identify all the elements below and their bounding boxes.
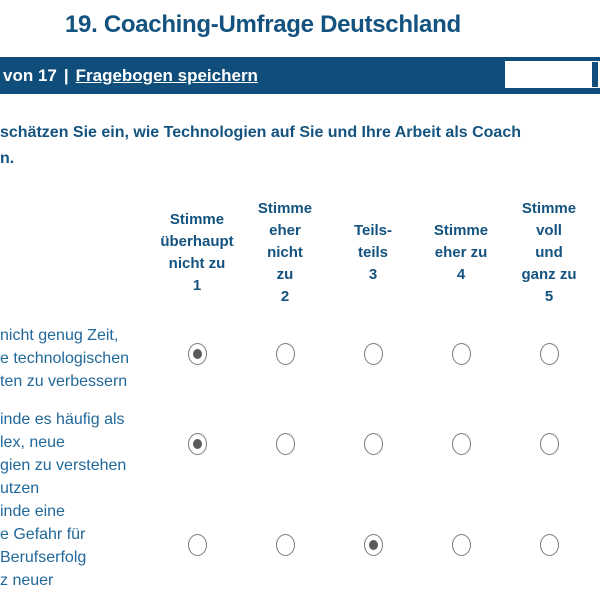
radio-cell-row1-col1 — [153, 310, 241, 398]
radio-row3-col5[interactable] — [539, 534, 559, 556]
page-title: 19. Coaching-Umfrage Deutschland — [65, 11, 461, 38]
radio-row1-col3[interactable] — [363, 343, 383, 365]
radio-row2-col4[interactable] — [451, 433, 471, 455]
radio-cell-row3-col1 — [153, 490, 241, 600]
row-label-1: nicht genug Zeit, e technologischen ten … — [0, 327, 129, 390]
radio-row2-col1-selected[interactable] — [187, 433, 207, 455]
scale-header-3: Teils- teils 3 — [353, 221, 393, 283]
radio-cell-row1-col4 — [417, 310, 505, 398]
likert-matrix: Stimme überhaupt nicht zu 1 Stimme eher n… — [0, 195, 600, 600]
radio-cell-row1-col3 — [329, 310, 417, 398]
save-questionnaire-link[interactable]: Fragebogen speichern — [75, 65, 258, 85]
radio-cell-row3-col3 — [329, 490, 417, 600]
page-progress: von 17 — [3, 65, 57, 85]
scale-header-2: Stimme eher nicht zu 2 — [257, 199, 313, 305]
radio-cell-row2-col2 — [241, 398, 329, 490]
radio-selected-dot — [368, 540, 378, 550]
navbar-button-fragment[interactable] — [592, 62, 598, 87]
radio-row3-col1[interactable] — [187, 534, 207, 556]
radio-selected-dot — [192, 349, 202, 359]
radio-row3-col2[interactable] — [275, 534, 295, 556]
radio-row1-col4[interactable] — [451, 343, 471, 365]
radio-cell-row2-col1 — [153, 398, 241, 490]
navbar: von 17 | Fragebogen speichern — [0, 57, 600, 94]
radio-cell-row1-col2 — [241, 310, 329, 398]
radio-row2-col3[interactable] — [363, 433, 383, 455]
radio-cell-row2-col4 — [417, 398, 505, 490]
row-label-3: inde eine e Gefahr für Berufserfolg z ne… — [0, 503, 87, 589]
navbar-separator: | — [63, 65, 69, 85]
radio-row3-col4[interactable] — [451, 534, 471, 556]
scale-header-4: Stimme eher zu 4 — [433, 221, 489, 283]
radio-row1-col2[interactable] — [275, 343, 295, 365]
radio-row3-col3-selected[interactable] — [363, 534, 383, 556]
radio-row1-col5[interactable] — [539, 343, 559, 365]
radio-cell-row1-col5 — [505, 310, 593, 398]
radio-cell-row2-col3 — [329, 398, 417, 490]
row-label-2: inde es häufig als lex, neue gien zu ver… — [0, 411, 127, 497]
navbar-input[interactable] — [505, 61, 600, 88]
question-text: schätzen Sie ein, wie Technologien auf S… — [0, 124, 521, 167]
radio-cell-row2-col5 — [505, 398, 593, 490]
scale-header-5: Stimme voll und ganz zu 5 — [521, 199, 577, 305]
radio-cell-row3-col5 — [505, 490, 593, 600]
matrix-corner-cell — [0, 195, 153, 310]
radio-cell-row3-col4 — [417, 490, 505, 600]
radio-selected-dot — [192, 439, 202, 449]
radio-row2-col2[interactable] — [275, 433, 295, 455]
radio-row1-col1-selected[interactable] — [187, 343, 207, 365]
radio-row2-col5[interactable] — [539, 433, 559, 455]
radio-cell-row3-col2 — [241, 490, 329, 600]
scale-header-1: Stimme überhaupt nicht zu 1 — [160, 210, 234, 294]
